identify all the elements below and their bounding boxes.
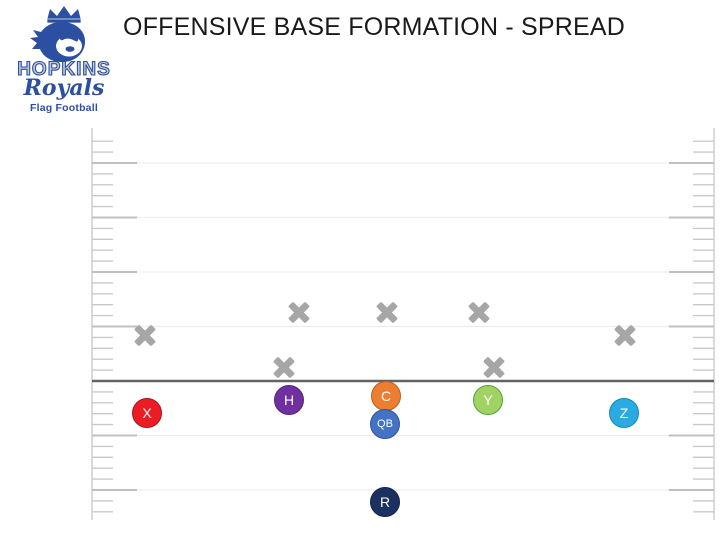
defender-marker	[375, 300, 399, 324]
lion-crown-icon	[30, 6, 86, 62]
player-marker-y: Y	[473, 385, 503, 415]
defender-marker	[272, 355, 296, 379]
defender-marker	[482, 355, 506, 379]
defender-marker	[287, 300, 311, 324]
player-marker-h: H	[274, 385, 304, 415]
player-marker-r: R	[370, 487, 400, 517]
logo-team-name: HOPKINS	[17, 59, 111, 80]
player-marker-x: X	[132, 398, 162, 428]
defender-marker	[133, 323, 157, 347]
player-marker-c: C	[371, 381, 401, 411]
player-marker-qb: QB	[370, 409, 400, 439]
defender-marker	[613, 323, 637, 347]
player-marker-z: Z	[609, 398, 639, 428]
defender-marker	[467, 300, 491, 324]
logo-subtitle: Flag Football	[30, 102, 98, 114]
logo-script-name: Royals	[23, 75, 105, 101]
page-title: OFFENSIVE BASE FORMATION - SPREAD	[123, 13, 626, 41]
team-logo: HOPKINS Royals Flag Football	[8, 4, 120, 114]
